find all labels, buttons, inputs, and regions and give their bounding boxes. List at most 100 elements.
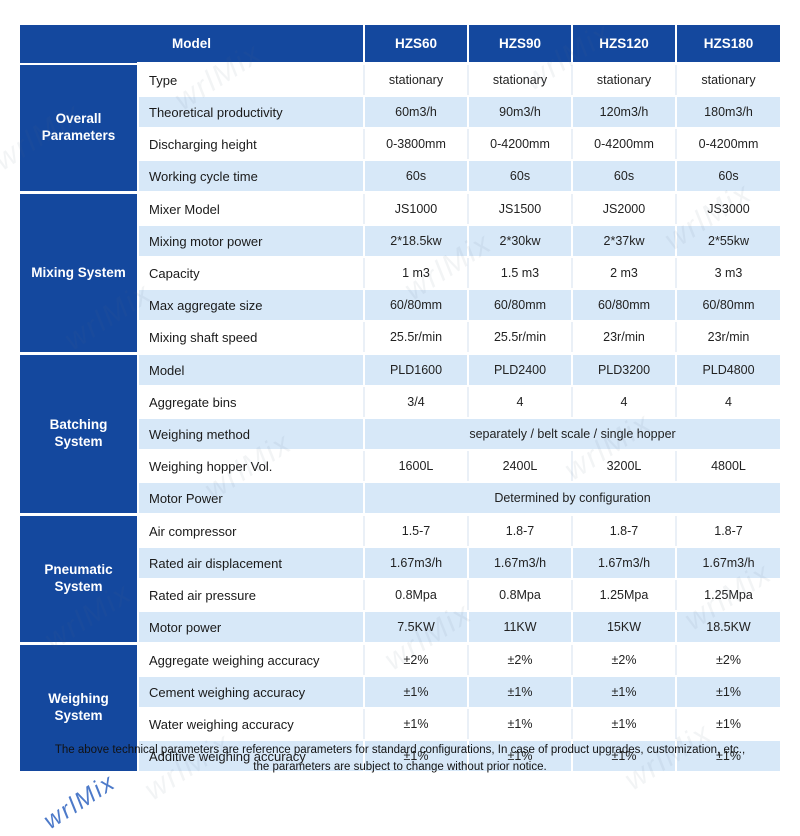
spec-value: ±1% — [364, 676, 469, 709]
section-header-batching-system: Batching System — [20, 353, 139, 516]
table-row: Rated air pressure 0.8Mpa 0.8Mpa 1.25Mpa… — [20, 579, 780, 612]
table-row: Pneumatic System Air compressor 1.5-7 1.… — [20, 513, 780, 645]
spec-value: ±1% — [468, 708, 573, 741]
param-label: Air compressor — [138, 513, 365, 548]
spec-value: JS3000 — [676, 191, 780, 226]
table-row: Water weighing accuracy ±1% ±1% ±1% ±1% — [20, 708, 780, 741]
header-hzs180: HZS180 — [676, 25, 780, 65]
spec-value: 0-3800mm — [364, 128, 469, 161]
spec-value: 4 — [676, 386, 780, 419]
spec-value: PLD4800 — [676, 352, 780, 387]
spec-value: ±1% — [676, 676, 780, 709]
spec-value: 25.5r/min — [468, 321, 573, 355]
spec-value: stationary — [572, 62, 677, 97]
spec-value: 60/80mm — [572, 289, 677, 322]
table-row: Mixing motor power 2*18.5kw 2*30kw 2*37k… — [20, 225, 780, 258]
param-label: Capacity — [138, 257, 365, 290]
param-label: Rated air pressure — [138, 579, 365, 612]
param-label: Discharging height — [138, 128, 365, 161]
param-label: Theoretical productivity — [138, 96, 365, 129]
section-header-overall-parameters: Overall Parameters — [20, 63, 139, 194]
spec-value: 1 m3 — [364, 257, 469, 290]
header-hzs90: HZS90 — [468, 25, 573, 65]
spec-value: 4 — [572, 386, 677, 419]
param-label: Type — [138, 62, 365, 97]
spec-value: JS1000 — [364, 191, 469, 226]
spec-value: 1.67m3/h — [676, 547, 780, 580]
header-hzs60: HZS60 — [364, 25, 469, 65]
spec-value: 2*37kw — [572, 225, 677, 258]
spec-value: 1.25Mpa — [572, 579, 677, 612]
spec-value: ±1% — [468, 740, 573, 773]
spec-value: 60/80mm — [468, 289, 573, 322]
spec-value: 60/80mm — [364, 289, 469, 322]
spec-value: ±2% — [572, 642, 677, 677]
disclaimer-line-1: The above technical parameters are refer… — [54, 744, 746, 756]
spec-value: 60m3/h — [364, 96, 469, 129]
spec-value: 1600L — [364, 450, 469, 483]
spec-value: ±1% — [364, 740, 469, 773]
disclaimer-text: The above technical parameters are refer… — [0, 742, 800, 777]
param-label: Model — [138, 352, 365, 387]
spec-value: 60/80mm — [676, 289, 780, 322]
param-label: Weighing hopper Vol. — [138, 450, 365, 483]
spec-value: 0-4200mm — [676, 128, 780, 161]
spec-value: 90m3/h — [468, 96, 573, 129]
spec-value: ±1% — [572, 708, 677, 741]
spec-value: ±1% — [468, 676, 573, 709]
table-row: Capacity 1 m3 1.5 m3 2 m3 3 m3 — [20, 257, 780, 290]
spec-value: PLD2400 — [468, 352, 573, 387]
spec-value-span: separately / belt scale / single hopper — [364, 418, 780, 451]
section-header-weighing-system: Weighing System — [20, 643, 139, 774]
spec-value: 2400L — [468, 450, 573, 483]
spec-value: 60s — [676, 160, 780, 194]
table-row: Weighing hopper Vol. 1600L 2400L 3200L 4… — [20, 450, 780, 483]
param-label: Max aggregate size — [138, 289, 365, 322]
spec-value: 18.5KW — [676, 611, 780, 645]
spec-value: 60s — [468, 160, 573, 194]
spec-value: 4800L — [676, 450, 780, 483]
spec-value: 0-4200mm — [572, 128, 677, 161]
param-label: Water weighing accuracy — [138, 708, 365, 741]
table-row: Mixing shaft speed 25.5r/min 25.5r/min 2… — [20, 321, 780, 355]
spec-value: ±2% — [364, 642, 469, 677]
param-label: Aggregate bins — [138, 386, 365, 419]
table-row: Overall Parameters Type stationary stati… — [20, 62, 780, 194]
param-label: Additive weighing accuracy — [138, 740, 365, 773]
spec-value: 2*30kw — [468, 225, 573, 258]
section-header-mixing-system: Mixing System — [20, 192, 139, 355]
spec-value: JS1500 — [468, 191, 573, 226]
spec-value: ±1% — [364, 708, 469, 741]
table-row: Batching System Model PLD1600 PLD2400 PL… — [20, 352, 780, 516]
spec-value: ±1% — [572, 676, 677, 709]
spec-value: stationary — [364, 62, 469, 97]
param-label: Mixer Model — [138, 191, 365, 226]
spec-value: 1.25Mpa — [676, 579, 780, 612]
table-row: Additive weighing accuracy ±1% ±1% ±1% ±… — [20, 740, 780, 773]
spec-value: 1.67m3/h — [364, 547, 469, 580]
spec-value: 3/4 — [364, 386, 469, 419]
spec-value: 7.5KW — [364, 611, 469, 645]
spec-value: PLD1600 — [364, 352, 469, 387]
spec-table-container: Model HZS60 HZS90 HZS120 HZS180 Overall … — [20, 25, 780, 774]
spec-value: 15KW — [572, 611, 677, 645]
param-label: Cement weighing accuracy — [138, 676, 365, 709]
table-row: Aggregate bins 3/4 4 4 4 — [20, 386, 780, 419]
spec-value: 1.67m3/h — [468, 547, 573, 580]
table-row: Max aggregate size 60/80mm 60/80mm 60/80… — [20, 289, 780, 322]
spec-value: 0-4200mm — [468, 128, 573, 161]
spec-value: 3200L — [572, 450, 677, 483]
header-hzs120: HZS120 — [572, 25, 677, 65]
spec-value: stationary — [468, 62, 573, 97]
param-label: Mixing motor power — [138, 225, 365, 258]
spec-value: 1.8-7 — [572, 513, 677, 548]
param-label: Mixing shaft speed — [138, 321, 365, 355]
table-row: Cement weighing accuracy ±1% ±1% ±1% ±1% — [20, 676, 780, 709]
spec-table: Model HZS60 HZS90 HZS120 HZS180 Overall … — [20, 25, 780, 774]
spec-value: 2 m3 — [572, 257, 677, 290]
spec-value: 1.8-7 — [468, 513, 573, 548]
spec-value: JS2000 — [572, 191, 677, 226]
table-row: Weighing method separately / belt scale … — [20, 418, 780, 451]
spec-value: 60s — [364, 160, 469, 194]
header-row: Model HZS60 HZS90 HZS120 HZS180 — [20, 25, 780, 65]
